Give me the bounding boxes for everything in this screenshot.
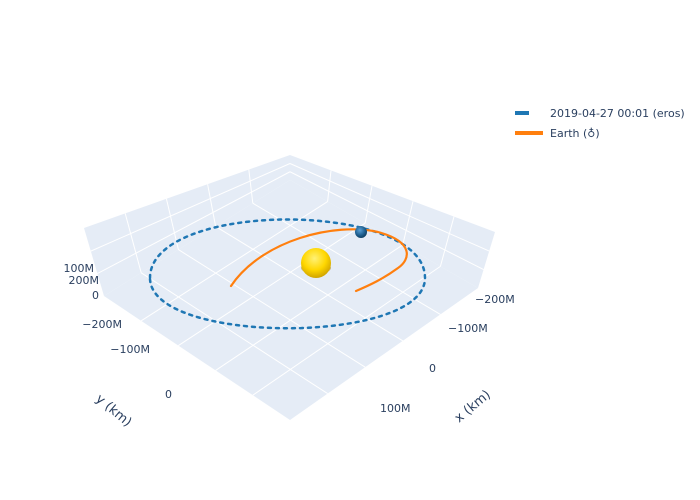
z-tick-label: 100M xyxy=(64,262,95,275)
grid-line xyxy=(248,169,254,204)
eros-sphere xyxy=(355,226,367,238)
grid-line xyxy=(252,202,441,315)
legend-swatch-eros xyxy=(512,103,544,123)
left-back-wall xyxy=(84,155,290,296)
y-axis-ticks: −200M −100M 0 y (km) xyxy=(82,318,172,430)
sun-marker[interactable] xyxy=(301,248,331,278)
x-tick-label: 0 xyxy=(429,362,436,375)
legend: 2019-04-27 00:01 (eros) Earth (♁) xyxy=(512,103,685,143)
grid-line xyxy=(90,163,291,252)
grid-line xyxy=(439,216,455,267)
eros-orbit-path[interactable] xyxy=(148,218,427,330)
floor-plane xyxy=(104,180,478,420)
grid-line xyxy=(97,171,291,275)
eros-marker[interactable] xyxy=(355,226,367,238)
grid-line xyxy=(140,272,328,395)
z-tick-label: 200M xyxy=(69,274,100,287)
x-tick-label: −100M xyxy=(448,322,488,335)
grid-line xyxy=(178,249,366,368)
legend-item-earth[interactable]: Earth (♁) xyxy=(512,123,685,143)
x-tick-label: 100M xyxy=(380,402,411,415)
earth-trajectory xyxy=(229,228,408,293)
grid-line xyxy=(140,201,328,322)
legend-item-eros[interactable]: 2019-04-27 00:01 (eros) xyxy=(512,103,685,123)
scene-box xyxy=(84,155,495,420)
grid-line xyxy=(178,222,366,347)
x-tick-label: −200M xyxy=(475,293,515,306)
y-tick-label: −100M xyxy=(110,343,150,356)
grid-line xyxy=(289,163,490,252)
y-tick-label: 0 xyxy=(165,388,172,401)
legend-swatch-earth xyxy=(512,123,544,143)
z-tick-label: 0 xyxy=(92,289,99,302)
grid-lines xyxy=(90,163,490,396)
y-tick-label: −200M xyxy=(82,318,122,331)
grid-line xyxy=(364,185,373,224)
grid-line xyxy=(402,201,414,245)
orbit-eros xyxy=(148,218,427,330)
grid-line xyxy=(289,171,484,270)
y-axis-title: y (km) xyxy=(92,392,134,431)
grid-line xyxy=(207,184,217,227)
grid-line xyxy=(327,170,332,202)
grid-line xyxy=(215,244,404,371)
earth-trajectory-path[interactable] xyxy=(229,228,408,293)
grid-line xyxy=(215,225,404,342)
sun-sphere xyxy=(301,248,331,278)
z-axis-ticks: 100M 200M 0 xyxy=(64,262,100,302)
legend-label: Earth (♁) xyxy=(550,126,600,140)
x-axis-title: x (km) xyxy=(452,387,494,426)
grid-line xyxy=(252,265,441,396)
grid-line xyxy=(124,213,142,273)
legend-label: 2019-04-27 00:01 (eros) xyxy=(550,106,685,120)
